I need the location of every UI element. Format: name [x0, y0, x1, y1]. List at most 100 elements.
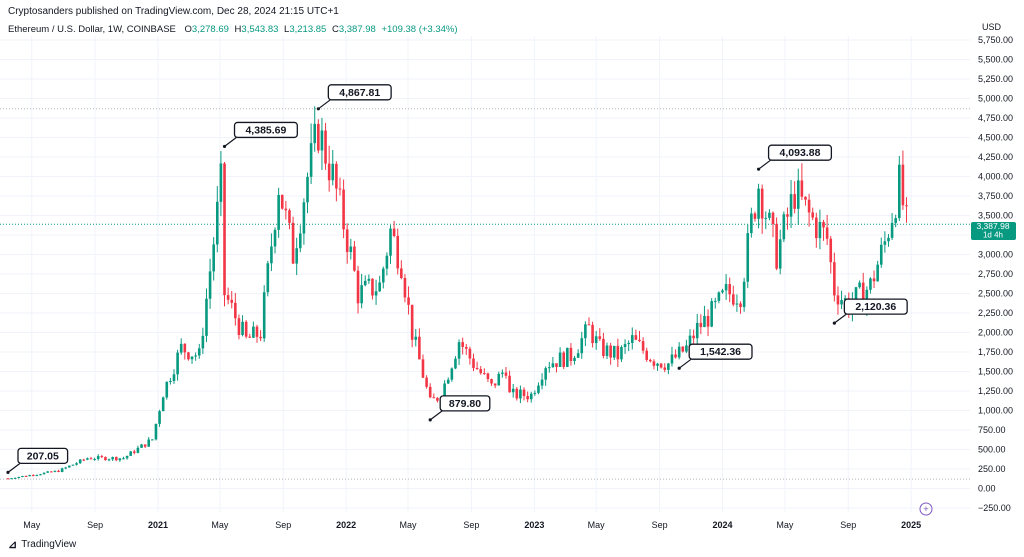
candle-body [255, 326, 259, 337]
candle-body [35, 474, 39, 476]
price-badge-value: 3,387.98 [976, 221, 1009, 231]
candle-body [317, 123, 320, 151]
candle-body [710, 301, 713, 327]
candle-body [789, 194, 793, 217]
y-tick-label: 5,750.00 [978, 35, 1013, 45]
candle-body [454, 358, 457, 369]
candle-body [288, 210, 291, 223]
candle-body [183, 343, 187, 353]
candle-body [551, 363, 555, 368]
candle-body [100, 456, 104, 458]
candle-body [612, 345, 616, 358]
annotation-dot [316, 107, 320, 111]
candle-body [147, 439, 151, 447]
candle-body [573, 357, 576, 361]
candle-body [86, 458, 89, 460]
candle-body [511, 388, 515, 393]
candle-body [64, 467, 68, 469]
open-label: O [184, 24, 192, 35]
candle-body [349, 246, 353, 253]
low-label: L [284, 24, 290, 35]
candle-body [750, 213, 753, 234]
candle-body [627, 342, 630, 345]
candle-body [641, 341, 645, 351]
candle-body [165, 381, 169, 398]
candle-body [158, 411, 161, 424]
annotation-box [17, 447, 69, 465]
candle-body [107, 459, 111, 461]
y-axis: −250.00 0.00 250.00 500.00 750.00 1,000.00 1,2… [978, 35, 1013, 513]
candle-body [829, 238, 833, 263]
grid-layer [0, 36, 970, 512]
candle-body [353, 246, 356, 271]
candle-body [418, 336, 421, 360]
candle-body [450, 368, 454, 380]
candle-body [425, 377, 428, 387]
candle-body [732, 294, 735, 305]
candle-body [234, 302, 237, 319]
candle-body [266, 263, 270, 293]
candle-body [703, 315, 706, 328]
candle-body [335, 163, 338, 189]
tradingview-logo-icon: ⊿ [8, 539, 18, 551]
price-badge-countdown: 1d 4h [983, 231, 1003, 240]
candle-body [753, 213, 757, 219]
candle-body [295, 248, 298, 264]
candle-body [436, 397, 439, 401]
candle-body [861, 282, 865, 306]
candle-body [501, 372, 504, 374]
candle-body [620, 347, 623, 360]
candle-body [576, 353, 580, 358]
annotation-leader [317, 99, 331, 110]
annotation-leader [7, 462, 21, 473]
candle-body [529, 393, 533, 400]
add-alert-button[interactable]: + [919, 502, 933, 516]
candle-body [634, 335, 638, 340]
y-tick-label: 4,500.00 [978, 133, 1013, 143]
candle-body [46, 471, 49, 473]
candle-body [57, 470, 60, 472]
candle-body [396, 235, 400, 269]
plus-icon: + [923, 504, 928, 514]
candle-body [876, 264, 879, 282]
candle-body [161, 397, 165, 412]
candle-body [695, 322, 699, 339]
candle-body [114, 457, 118, 461]
candle-body [479, 369, 483, 374]
candle-body [483, 373, 486, 375]
candle-body [901, 164, 905, 206]
candle-body [363, 280, 367, 286]
candle-body [685, 345, 688, 352]
candle-body [869, 278, 872, 290]
candle-body [566, 347, 569, 367]
candle-body [706, 315, 710, 327]
candle-body [537, 385, 540, 393]
candle-body [688, 335, 692, 346]
annotation-leader [678, 358, 692, 369]
candle-body [519, 389, 522, 399]
candle-body [410, 304, 414, 340]
candle-body [526, 396, 529, 400]
price-badge-bg [971, 222, 1016, 240]
y-tick-label: 500.00 [978, 445, 1006, 455]
candle-body [17, 476, 21, 478]
x-tick-label: 2023 [524, 520, 544, 530]
candle-body [865, 289, 869, 306]
candle-body [407, 297, 410, 305]
x-axis: May Sep 2021 May Sep 2022 May Sep 2023 May Sep 2024… [23, 520, 921, 530]
candle-body [609, 345, 612, 358]
candle-body [342, 189, 345, 230]
candle-body [724, 284, 728, 291]
candle-body [544, 368, 547, 380]
candle-body [356, 270, 360, 304]
annotation-leader [224, 136, 237, 147]
candle-body [280, 194, 284, 209]
candle-body [132, 451, 136, 453]
candle-body [768, 212, 771, 218]
candle-body [129, 451, 132, 456]
x-tick-label: 2024 [712, 520, 732, 530]
annotation-box [233, 121, 298, 139]
candle-body [890, 222, 894, 238]
candle-body [331, 163, 335, 181]
